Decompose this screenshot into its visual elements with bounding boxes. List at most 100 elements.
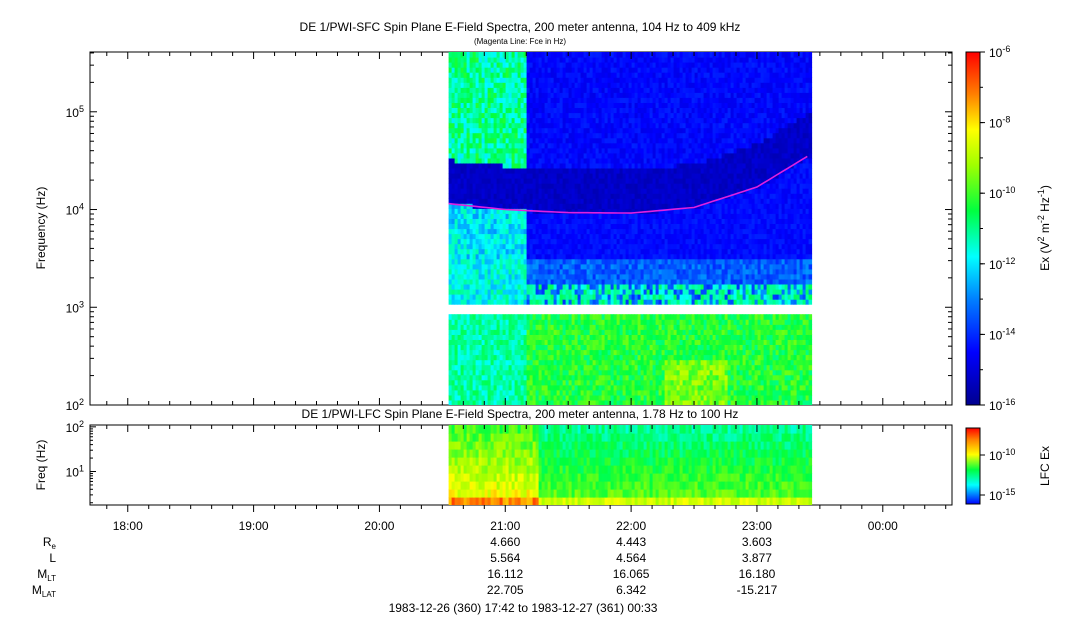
spectrogram-cell [634,57,639,63]
spectrogram-cell [619,389,624,396]
spectrogram-cell [508,369,513,376]
spectrogram-cell [607,218,612,224]
spectrogram-cell [457,289,462,295]
spectrogram-cell [580,294,585,300]
spectrogram-cell [448,127,453,134]
spectrogram-cell [499,278,504,285]
spectrogram-cell [574,208,579,214]
spectrogram-cell [586,208,591,214]
spectrogram-cell [550,289,555,295]
spectrogram-cell [487,162,492,169]
spectrogram-cell [604,253,609,260]
spectrogram-cell [655,248,660,255]
spectrogram-cell [457,213,462,219]
spectrogram-cell [544,379,549,386]
spectrogram-cell [577,389,582,396]
spectrogram-cell [523,188,528,194]
spectrogram-cell [631,359,636,366]
spectrogram-cell [541,162,546,169]
spectrogram-cell [544,344,549,351]
spectrogram-cell [466,57,471,63]
spectrogram-cell [454,400,459,405]
spectrogram-cell [598,268,603,275]
spectrogram-cell [469,233,474,240]
spectrogram-cell [649,379,654,386]
spectrogram-cell [652,223,657,230]
spectrogram-cell [658,384,663,391]
spectrogram-cell [601,117,606,124]
spectrogram-cell [517,394,522,401]
spectrogram-cell [499,67,504,73]
spectrogram-cell [610,258,615,265]
spectrogram-cell [538,294,543,300]
spectrogram-cell [649,389,654,396]
spectrogram-cell [526,92,531,98]
spectrogram-cell [460,173,465,179]
spectrogram-cell [643,117,648,124]
spectrogram-cell [604,208,609,214]
spectrogram-cell [607,394,612,401]
spectrogram-cell [508,299,513,305]
spectrogram-cell [577,137,582,144]
spectrogram-cell [613,334,618,340]
spectrogram-cell [649,349,654,356]
spectrogram-cell [619,198,624,204]
spectrogram-cell [619,203,624,209]
spectrogram-cell [649,359,654,366]
spectrogram-cell [517,178,522,184]
spectrogram-cell [508,233,513,240]
spectrogram-cell [583,263,588,270]
spectrogram-cell [511,102,516,108]
spectrogram-cell [514,364,519,371]
spectrogram-cell [643,379,648,386]
spectrogram-cell [661,92,666,98]
spectrogram-cell [469,334,474,340]
spectrogram-cell [544,183,549,189]
spectrogram-cell [586,294,591,300]
spectrogram-cell [541,198,546,204]
spectrogram-cell [583,389,588,396]
spectrogram-cell [664,62,669,68]
spectrogram-cell [628,97,633,103]
spectrogram-cell [613,349,618,356]
spectrogram-cell [601,127,606,134]
spectrogram-cell [619,193,624,199]
spectrogram-cell [592,223,597,230]
spectrogram-cell [601,324,606,330]
spectrogram-cell [472,394,477,401]
spectrogram-cell [523,122,528,129]
spectrogram-cell [568,344,573,351]
spectrogram-cell [496,394,501,401]
spectrogram-cell [610,173,615,179]
spectrogram-cell [550,173,555,179]
spectrogram-cell [607,198,612,204]
spectrogram-cell [658,198,663,204]
spectrogram-cell [589,127,594,134]
spectrogram-cell [514,289,519,295]
spectrogram-cell [541,122,546,129]
spectrogram-cell [637,268,642,275]
spectrogram-cell [520,137,525,144]
spectrogram-cell [487,248,492,255]
spectrogram-cell [661,117,666,124]
spectrogram-cell [514,102,519,108]
spectrogram-cell [625,178,630,184]
spectrogram-cell [562,183,567,189]
spectrogram-cell [559,374,564,381]
spectrogram-cell [655,97,660,103]
spectrogram-cell [622,168,627,174]
spectrogram-cell [505,228,510,235]
spectrogram-cell [478,87,483,93]
spectrogram-cell [607,157,612,164]
spectrogram-cell [661,147,666,154]
spectrogram-cell [484,107,489,114]
spectrogram-cell [541,193,546,199]
spectrogram-cell [520,273,525,280]
spectrogram-cell [514,334,519,340]
spectrogram-cell [490,213,495,219]
spectrogram-cell [475,198,480,204]
spectrogram-cell [538,349,543,356]
spectrogram-cell [451,203,456,209]
spectrogram-cell [649,178,654,184]
spectrogram-cell [490,319,495,325]
